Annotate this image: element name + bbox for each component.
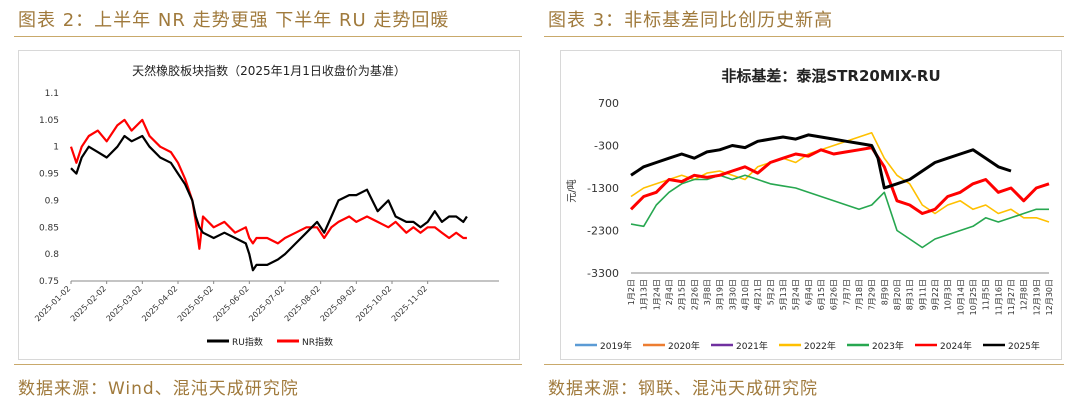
right-x-tick-label: 11月5日 [982,279,991,310]
left-y-tick-label: 0.95 [39,170,59,180]
left-x-tick-label: 2025-01-02 [33,284,72,323]
left-legend-label: RU指数 [232,336,263,348]
right-y-tick-label: -1300 [587,182,619,195]
left-series-line-NR指数 [69,118,467,250]
right-legend-label: 2020年 [668,340,700,352]
left-x-tick-label: 2025-06-02 [212,284,251,323]
left-source-divider [14,364,522,365]
left-y-tick-label: 0.8 [45,250,60,260]
right-y-tick-label: 700 [598,97,619,110]
right-x-tick-label: 7月18日 [855,279,864,310]
right-chart-panel: 非标基差：泰混STR20MIX-RU 元/吨 700 -300 -1300 -2300… [560,50,1062,360]
left-x-tick-label: 2025-03-02 [105,284,144,323]
right-x-tick-label: 10月3日 [944,279,953,310]
right-x-tick-label: 12月19日 [1032,279,1041,315]
left-y-tick-label: 1.1 [45,89,59,99]
right-x-tick-label: 2月26日 [690,279,699,310]
right-x-tick-label: 9月11日 [918,279,927,310]
right-y-tick-label: -3300 [587,267,619,280]
right-x-tick-label: 10月14日 [956,279,965,315]
right-x-tick-label: 1月24日 [652,279,661,310]
right-x-tick-label: 9月22日 [931,279,940,310]
right-x-tick-label: 1月2日 [627,279,636,305]
right-series-line-2023年 [630,174,1049,249]
right-x-tick-label: 8月9日 [880,279,889,305]
right-x-tick-label: 8月31日 [906,279,915,310]
right-y-tick-label: -2300 [587,225,619,238]
right-legend-label: 2022年 [804,340,836,352]
left-x-tick-label: 2025-05-02 [176,284,215,323]
right-chart-title: 非标基差：泰混STR20MIX-RU [721,67,940,85]
right-chart-svg: 非标基差：泰混STR20MIX-RU 元/吨 700 -300 -1300 -2300… [565,67,1054,352]
right-x-tick-label: 3月30日 [728,279,737,310]
right-figure-caption: 图表 3：非标基差同比创历史新高 [548,10,834,31]
left-y-tick-label: 0.85 [39,223,59,233]
left-figure-caption: 图表 2：上半年 NR 走势更强 下半年 RU 走势回暖 [18,10,450,31]
right-legend-label: 2019年 [600,340,632,352]
right-x-tick-label: 7月29日 [868,279,877,310]
left-source-text: 数据来源：Wind、混沌天成研究院 [18,379,299,399]
left-y-tick-label: 0.9 [45,196,60,206]
left-chart-svg: 天然橡胶板块指数（2025年1月1日收盘价为基准） 0.75 0.8 0.85 0.9… [33,63,499,348]
right-legend-label: 2024年 [940,340,972,352]
right-x-tick-label: 3月19日 [716,279,725,310]
right-x-tick-label: 8月20日 [893,279,902,310]
right-series-line-2024年 [629,146,1050,215]
right-x-tick-label: 11月27日 [1007,279,1016,315]
left-chart-panel: 天然橡胶板块指数（2025年1月1日收盘价为基准） 0.75 0.8 0.85 0.9… [18,50,520,360]
right-x-tick-label: 12月8日 [1020,279,1029,310]
right-x-tick-label: 11月16日 [994,279,1003,315]
right-x-tick-label: 7月7日 [842,279,851,305]
right-x-tick-label: 2月15日 [678,279,687,310]
right-series-line-2022年 [630,132,1050,223]
right-x-tick-label: 1月13日 [640,279,649,310]
right-x-tick-label: 4月21日 [754,279,763,310]
left-y-tick-label: 1 [53,143,59,153]
right-legend-label: 2025年 [1008,340,1040,352]
right-x-tick-label: 10月25日 [969,279,978,315]
left-legend-label: NR指数 [302,336,333,348]
right-source-divider [544,364,1064,365]
right-x-tick-label: 5月13日 [779,279,788,310]
right-y-tick-label: -300 [594,140,619,153]
left-y-tick-label: 1.05 [39,116,59,126]
left-y-tick-label: 0.75 [39,277,59,287]
right-legend-label: 2021年 [736,340,768,352]
left-x-tick-label: 2025-08-02 [283,284,322,323]
right-x-tick-label: 6月15日 [817,279,826,310]
left-series-line-RU指数 [70,134,468,272]
right-x-tick-label: 6月26日 [830,279,839,310]
right-x-tick-label: 12月30日 [1045,279,1054,315]
right-x-tick-label: 2月4日 [665,279,674,305]
right-x-tick-label: 5月24日 [792,279,801,310]
left-x-tick-label: 2025-02-02 [69,284,108,323]
right-caption-divider [544,36,1064,37]
left-x-tick-label: 2025-11-02 [390,284,429,323]
left-chart-title: 天然橡胶板块指数（2025年1月1日收盘价为基准） [132,63,406,78]
right-x-tick-label: 3月8日 [703,279,712,305]
left-x-tick-label: 2025-09-02 [319,284,358,323]
right-source-text: 数据来源：钢联、混沌天成研究院 [548,379,818,399]
left-x-tick-label: 2025-04-02 [140,284,179,323]
left-caption-divider [14,36,522,37]
left-x-tick-label: 2025-10-02 [354,284,393,323]
left-x-tick-label: 2025-07-02 [247,284,286,323]
right-x-tick-label: 6月4日 [804,279,813,305]
right-x-tick-label: 5月2日 [766,279,775,305]
right-legend-label: 2023年 [872,340,904,352]
right-series-line-2025年 [630,133,1012,190]
right-y-axis-label: 元/吨 [565,179,578,202]
right-x-tick-label: 4月10日 [741,279,750,310]
